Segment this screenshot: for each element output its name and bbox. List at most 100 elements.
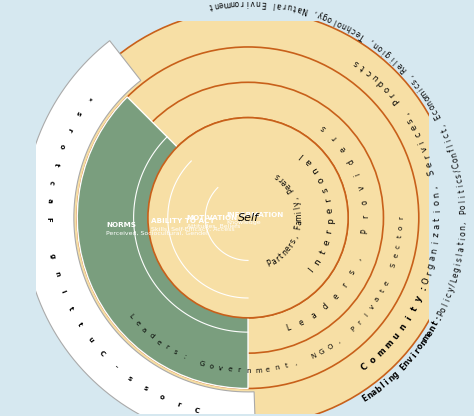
Text: h: h: [345, 22, 353, 33]
Text: r: r: [398, 216, 404, 219]
Text: c: c: [456, 178, 465, 183]
Text: NORMS: NORMS: [106, 222, 136, 228]
Text: m: m: [375, 346, 387, 359]
Text: r: r: [286, 241, 296, 249]
Text: e: e: [425, 160, 435, 168]
Text: i: i: [383, 378, 391, 386]
Text: r: r: [340, 281, 349, 289]
Text: v: v: [419, 145, 429, 153]
Circle shape: [40, 10, 456, 416]
Text: r: r: [277, 174, 285, 183]
Text: o: o: [432, 200, 442, 206]
Text: r: r: [274, 255, 282, 264]
Text: g: g: [383, 50, 393, 59]
Text: n: n: [425, 98, 435, 106]
Text: s: s: [410, 76, 419, 85]
Text: c: c: [413, 80, 422, 89]
Text: i: i: [458, 237, 467, 240]
Text: s: s: [319, 123, 328, 132]
Text: y: y: [292, 200, 302, 206]
Text: r: r: [176, 401, 182, 408]
Text: o: o: [360, 199, 370, 205]
Circle shape: [148, 118, 348, 318]
Text: -: -: [112, 364, 118, 370]
Text: v: v: [405, 354, 416, 364]
Text: g: g: [426, 262, 436, 270]
Text: r: r: [324, 197, 333, 203]
Text: /: /: [448, 282, 457, 287]
Text: Knowledge: Knowledge: [227, 220, 261, 225]
Text: n: n: [229, 0, 234, 7]
Text: l: l: [297, 150, 305, 159]
Text: G: G: [198, 360, 205, 367]
Text: r: r: [325, 229, 334, 235]
Text: i: i: [59, 289, 66, 294]
Text: l: l: [446, 142, 455, 147]
Text: r: r: [413, 347, 422, 355]
Text: I: I: [307, 267, 316, 275]
Text: a: a: [296, 4, 303, 14]
Text: v: v: [250, 0, 255, 7]
Text: t: t: [397, 235, 403, 239]
Text: o: o: [398, 225, 404, 230]
Text: d: d: [376, 78, 386, 88]
Text: u: u: [286, 2, 293, 11]
Text: y: y: [446, 286, 456, 293]
Text: l: l: [456, 252, 465, 256]
Text: e: e: [409, 123, 419, 132]
Text: i: i: [458, 195, 467, 198]
Text: e: e: [265, 366, 270, 373]
Text: l: l: [272, 0, 275, 9]
Text: :: :: [419, 285, 428, 292]
Text: e: e: [321, 238, 332, 247]
Text: t: t: [278, 252, 286, 260]
Text: s: s: [455, 256, 464, 262]
Text: m: m: [294, 213, 303, 221]
Text: r: r: [357, 319, 363, 325]
Text: a: a: [140, 327, 147, 334]
Text: ,: ,: [291, 233, 300, 239]
Text: l: l: [379, 381, 387, 390]
Text: d: d: [147, 333, 155, 340]
Text: o: o: [158, 394, 165, 401]
Text: L: L: [127, 313, 134, 319]
Text: O: O: [421, 277, 432, 286]
Text: i: i: [363, 312, 369, 318]
Text: ,: ,: [459, 221, 468, 224]
Text: ABILITY TO ACT: ABILITY TO ACT: [151, 218, 215, 224]
Text: o: o: [326, 14, 334, 24]
Text: t: t: [318, 249, 328, 256]
Text: m: m: [421, 332, 433, 343]
Text: a: a: [304, 157, 314, 167]
Text: P: P: [286, 186, 296, 194]
Text: o: o: [416, 342, 426, 351]
Circle shape: [77, 47, 419, 389]
Text: d: d: [321, 301, 330, 311]
Text: ,: ,: [354, 256, 363, 262]
Text: n: n: [280, 248, 290, 258]
Text: i: i: [431, 241, 440, 245]
Text: r: r: [66, 126, 73, 132]
Text: p: p: [326, 218, 335, 224]
Text: Skills, Self-Efficacy, Access: Skills, Self-Efficacy, Access: [151, 227, 235, 232]
Text: e: e: [393, 253, 400, 258]
Text: v: v: [357, 185, 367, 191]
Text: o: o: [428, 102, 438, 111]
Text: Perceived, Sociocultural, Gender: Perceived, Sociocultural, Gender: [106, 231, 209, 236]
Text: t: t: [53, 161, 59, 166]
Text: r: r: [422, 153, 432, 159]
Text: t: t: [284, 363, 289, 369]
Text: s: s: [142, 385, 149, 392]
Text: S: S: [427, 168, 437, 175]
Text: r: r: [330, 133, 338, 142]
Text: i: i: [381, 47, 388, 55]
Text: s: s: [352, 58, 361, 67]
Text: C: C: [98, 350, 106, 358]
Text: o: o: [368, 355, 378, 365]
Text: y: y: [414, 295, 425, 303]
Text: P: P: [459, 210, 468, 214]
Text: r: r: [361, 215, 370, 218]
Polygon shape: [23, 41, 256, 416]
Text: ,: ,: [312, 8, 318, 18]
Text: u: u: [86, 336, 94, 344]
